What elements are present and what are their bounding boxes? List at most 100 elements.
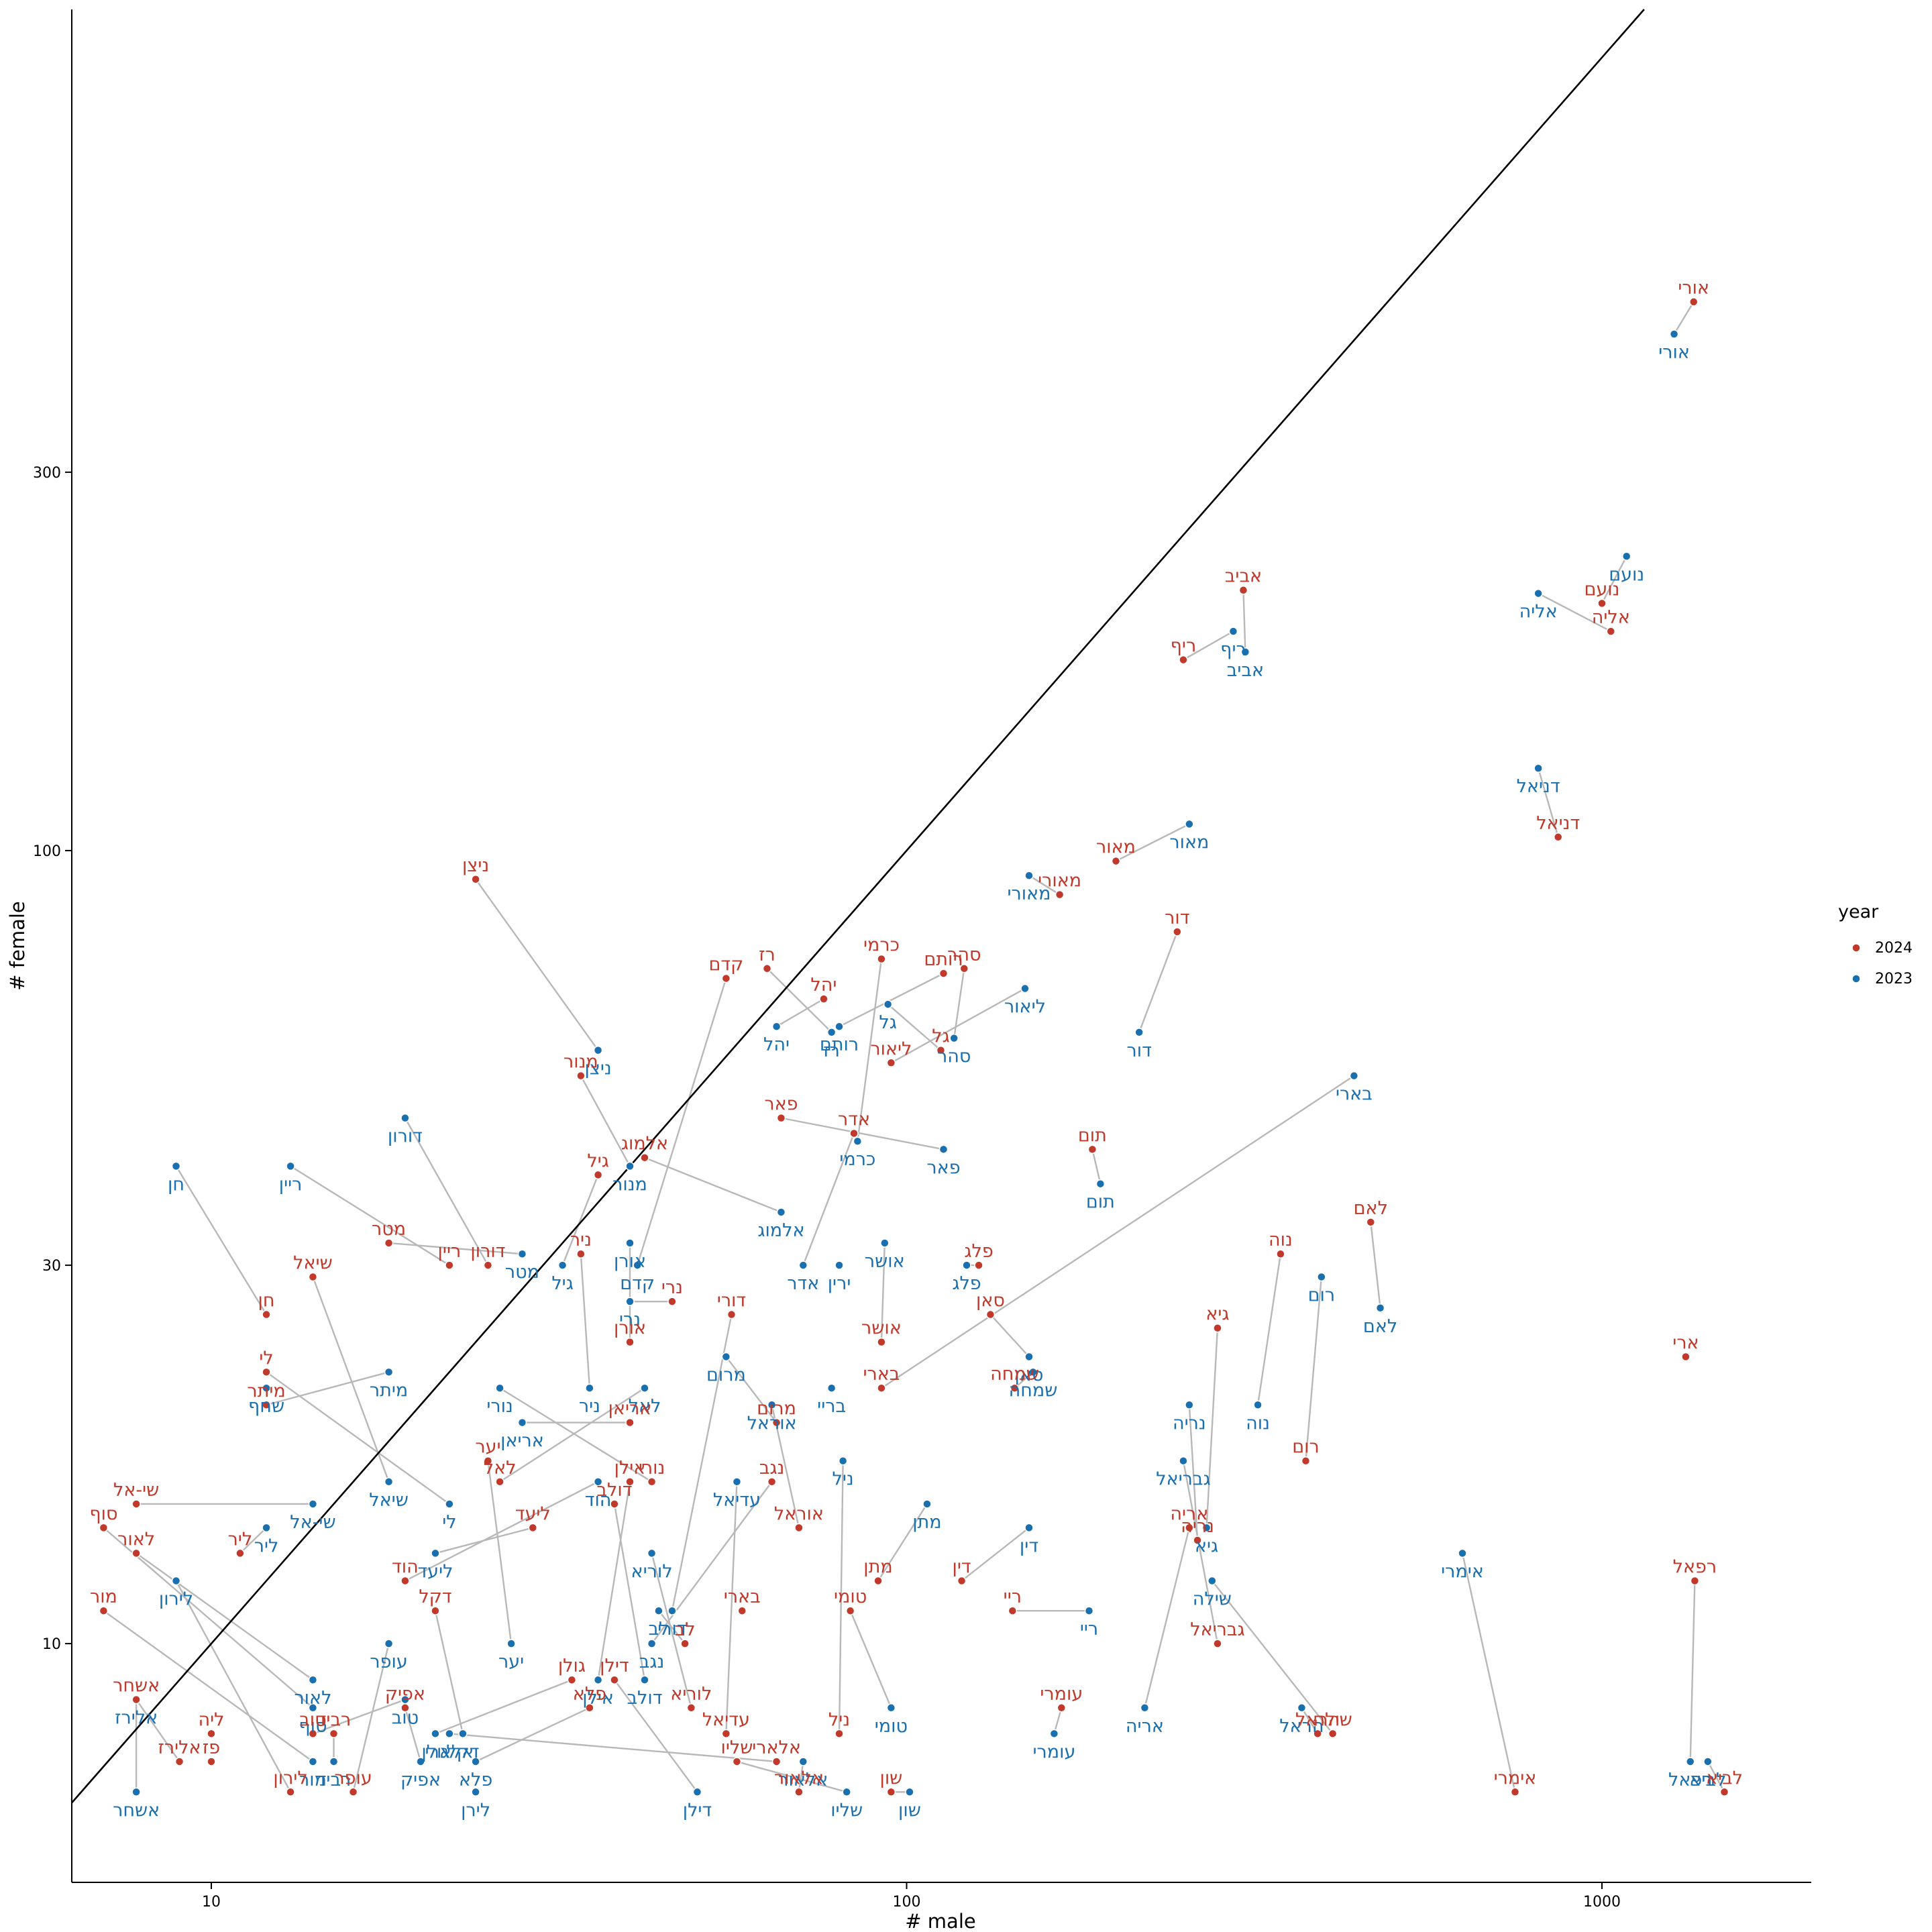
point-label-2024: לאם <box>1354 1198 1388 1219</box>
point-2023 <box>1185 1400 1194 1410</box>
point-label-2024: נרי <box>661 1277 683 1298</box>
year-connector <box>1305 1277 1323 1461</box>
point-label-2024: אדר <box>838 1109 870 1130</box>
point-label-2024: לביא <box>1706 1768 1743 1788</box>
point-label-2024: אלארי <box>752 1737 801 1758</box>
year-connector <box>961 1527 1030 1582</box>
y-tick-label: 10 <box>42 1636 61 1653</box>
year-connector <box>838 1460 844 1734</box>
point-label-2023: דורי <box>657 1619 686 1640</box>
point-label-2023: דורון <box>388 1126 423 1147</box>
point-2024 <box>235 1548 245 1558</box>
point-label-2023: ליאור <box>1004 997 1046 1018</box>
point-2023 <box>262 1383 271 1393</box>
point-2023 <box>853 1136 863 1146</box>
point-2024 <box>585 1703 594 1713</box>
point-label-2023: גיל <box>551 1273 574 1294</box>
point-2024 <box>721 973 731 983</box>
point-label-2023: גיא <box>1195 1536 1218 1556</box>
point-label-2024: סוף <box>89 1503 117 1524</box>
point-label-2024: פלא <box>573 1684 606 1705</box>
point-label-2023: סוף <box>299 1716 327 1737</box>
point-label-2024: שי-אל <box>113 1480 159 1501</box>
point-label-2023: רותם <box>820 1034 859 1055</box>
point-label-2024: דילן <box>600 1656 629 1676</box>
year-connector <box>1537 767 1559 838</box>
point-2024 <box>667 1297 677 1306</box>
year-connector <box>1205 1328 1219 1528</box>
year-connector <box>887 1004 942 1051</box>
year-connector <box>857 959 883 1142</box>
point-label-2024: שיאל <box>293 1252 333 1273</box>
year-connector <box>1091 1149 1102 1184</box>
year-connector <box>881 1075 1355 1389</box>
point-label-2024: יהל <box>810 975 837 996</box>
x-tick-label: 1000 <box>1583 1894 1621 1911</box>
point-2024 <box>1719 1787 1729 1797</box>
point-2024 <box>1111 856 1121 866</box>
point-2023 <box>732 1477 742 1487</box>
point-label-2023: שון <box>898 1800 921 1821</box>
point-2024 <box>1301 1456 1311 1466</box>
point-2024 <box>483 1456 493 1466</box>
year-connector <box>1538 592 1611 633</box>
point-label-2023: רז <box>823 1040 840 1061</box>
point-label-2024: נועם <box>1584 579 1619 600</box>
point-2023 <box>557 1260 568 1270</box>
point-label-2024: ליר <box>228 1529 253 1550</box>
point-2024 <box>936 1045 946 1055</box>
point-2023 <box>400 1113 410 1123</box>
point-2024 <box>625 1417 635 1428</box>
point-2023 <box>771 1022 782 1031</box>
year-connector <box>136 1552 314 1681</box>
year-connector <box>175 1165 268 1316</box>
year-connector <box>1144 1527 1191 1709</box>
point-2023 <box>458 1729 468 1739</box>
point-2023 <box>329 1757 339 1766</box>
point-2023 <box>506 1639 516 1648</box>
year-connector <box>103 1610 314 1762</box>
point-2023 <box>384 1367 394 1377</box>
point-label-2024: גיל <box>587 1150 609 1171</box>
point-label-2023: גל <box>879 1012 896 1033</box>
series-2024-points <box>99 297 1729 1797</box>
point-label-2024: מאורי <box>1038 871 1081 892</box>
year-connector <box>613 1679 698 1793</box>
point-2023 <box>1458 1548 1467 1558</box>
point-label-2024: מטר <box>372 1219 406 1240</box>
point-2023 <box>1028 1367 1038 1377</box>
identity-line <box>71 9 1645 1804</box>
point-2024 <box>771 1417 782 1428</box>
year-connector <box>580 1254 591 1389</box>
point-2024 <box>1185 1523 1194 1533</box>
point-labels: אורינועםאליהריףאביבדניאלמאורמאוריליאורגל… <box>89 278 1743 1821</box>
point-2023 <box>922 1499 932 1509</box>
point-2023 <box>886 1703 896 1713</box>
point-2023 <box>1253 1400 1263 1410</box>
point-label-2024: רביד <box>317 1709 352 1730</box>
point-2023 <box>593 1477 603 1487</box>
point-label-2024: דולב <box>596 1480 632 1501</box>
connector-lines <box>103 301 1725 1793</box>
point-label-2024: ליאור <box>870 1038 912 1059</box>
point-label-2024: מרום <box>757 1399 796 1419</box>
point-label-2024: דור <box>1165 908 1189 928</box>
point-label-2024: אשחר <box>113 1676 160 1697</box>
point-2024 <box>131 1695 141 1705</box>
point-label-2023: ליר <box>254 1536 279 1556</box>
year-connector <box>798 1761 804 1792</box>
year-connector <box>1115 823 1190 862</box>
point-2023 <box>798 1757 808 1766</box>
point-2024 <box>625 1337 635 1347</box>
point-label-2024: גל <box>932 1026 949 1047</box>
point-label-2023: לוריא <box>631 1561 673 1582</box>
year-connector <box>1138 931 1178 1033</box>
point-label-2023: אלאור <box>778 1770 828 1790</box>
point-2023 <box>776 1208 786 1217</box>
point-label-2024: דניאל <box>1536 813 1580 834</box>
point-2023 <box>949 1033 959 1043</box>
point-2023 <box>593 1045 603 1055</box>
year-connector <box>775 998 824 1028</box>
point-2023 <box>1140 1703 1150 1713</box>
